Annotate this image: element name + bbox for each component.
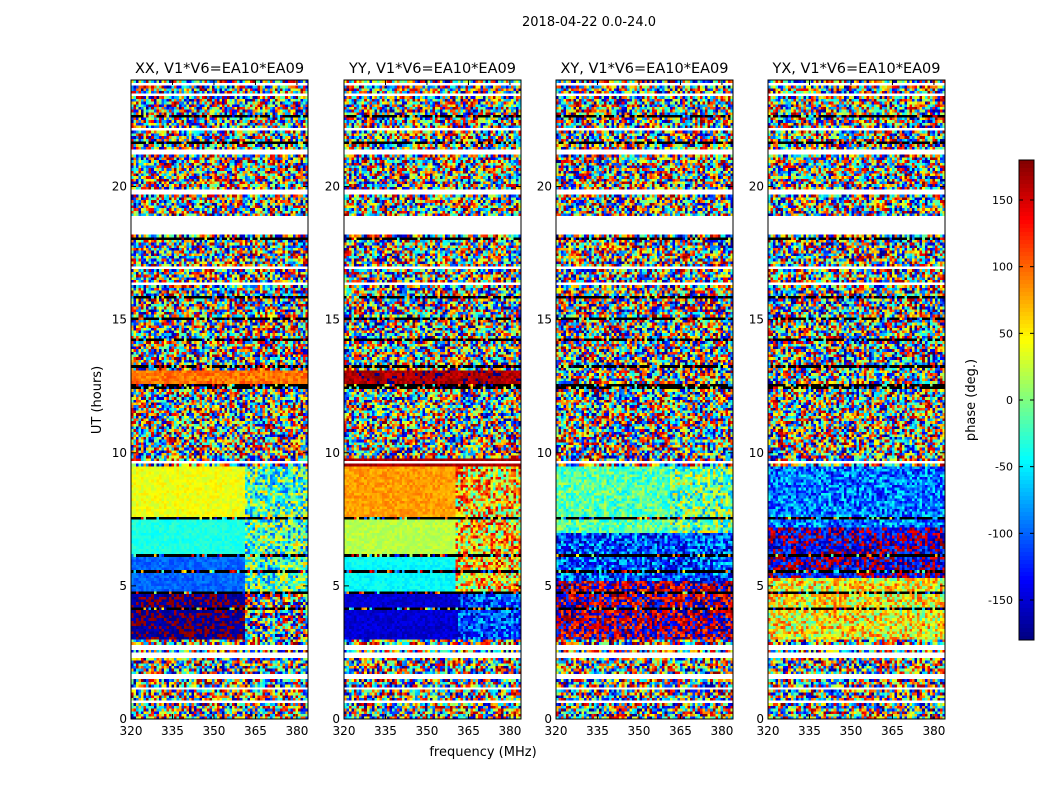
x-tick-label: 380 <box>710 724 733 738</box>
panel-title: YX, V1*V6=EA10*EA09 <box>771 61 940 77</box>
y-axis-label: UT (hours) <box>90 366 105 434</box>
panel-3: XY, V1*V6=EA10*EA09 320 335 350 365 380 0 5 10 15… <box>537 61 734 738</box>
panel-2: YY, V1*V6=EA10*EA09 320 335 350 365 380 0 5 10 15… <box>325 61 522 738</box>
phase-image <box>131 80 308 719</box>
y-tick-label: 20 <box>537 180 552 194</box>
x-tick-label: 350 <box>203 724 226 738</box>
colorbar-tick-label: 0 <box>1006 394 1013 407</box>
x-tick-label: 320 <box>757 724 780 738</box>
colorbar-tick-label: -100 <box>988 527 1013 540</box>
y-tick-label: 0 <box>332 712 340 726</box>
x-tick-label: 380 <box>285 724 308 738</box>
x-tick-label: 365 <box>457 724 480 738</box>
colorbar-tick-label: 100 <box>992 261 1013 274</box>
y-tick-label: 10 <box>749 446 764 460</box>
colorbar-tick-label: 50 <box>999 327 1013 340</box>
y-tick-label: 10 <box>537 446 552 460</box>
panel-title: XY, V1*V6=EA10*EA09 <box>560 61 728 77</box>
x-tick-label: 380 <box>498 724 521 738</box>
y-tick-label: 20 <box>325 180 340 194</box>
y-tick-label: 15 <box>325 313 340 327</box>
x-tick-label: 335 <box>798 724 821 738</box>
x-tick-label: 320 <box>545 724 568 738</box>
y-tick-label: 15 <box>537 313 552 327</box>
x-tick-label: 350 <box>628 724 651 738</box>
colorbar: 150 100 50 0 -50 -100 -150 <box>988 160 1034 641</box>
x-tick-label: 335 <box>586 724 609 738</box>
x-tick-label: 320 <box>333 724 356 738</box>
y-tick-label: 5 <box>332 579 340 593</box>
colorbar-label: phase (deg.) <box>964 359 979 441</box>
figure-suptitle: 2018-04-22 0.0-24.0 <box>522 15 656 30</box>
x-tick-label: 320 <box>120 724 143 738</box>
x-tick-label: 335 <box>161 724 184 738</box>
x-tick-label: 350 <box>840 724 863 738</box>
y-tick-label: 10 <box>325 446 340 460</box>
y-tick-label: 5 <box>119 579 127 593</box>
y-tick-label: 0 <box>119 712 127 726</box>
y-tick-label: 15 <box>112 313 127 327</box>
y-tick-label: 0 <box>756 712 764 726</box>
panel-title: XX, V1*V6=EA10*EA09 <box>135 61 304 77</box>
y-tick-label: 0 <box>544 712 552 726</box>
phase-image <box>768 80 945 719</box>
y-tick-label: 5 <box>756 579 764 593</box>
y-tick-label: 20 <box>112 180 127 194</box>
x-tick-label: 380 <box>922 724 945 738</box>
x-tick-label: 350 <box>416 724 439 738</box>
phase-image <box>556 80 733 719</box>
panels: XX, V1*V6=EA10*EA09 320 335 350 365 380 0 5 10 15… <box>112 61 946 738</box>
panel-4: YX, V1*V6=EA10*EA09 320 335 350 365 380 0 5 10 15… <box>749 61 946 738</box>
colorbar-tick-label: -150 <box>988 594 1013 607</box>
x-tick-label: 365 <box>669 724 692 738</box>
panel-1: XX, V1*V6=EA10*EA09 320 335 350 365 380 0 5 10 15… <box>112 61 309 738</box>
y-tick-label: 10 <box>112 446 127 460</box>
y-tick-label: 20 <box>749 180 764 194</box>
panel-title: YY, V1*V6=EA10*EA09 <box>348 61 516 77</box>
colorbar-tick-label: -50 <box>995 461 1013 474</box>
x-tick-label: 365 <box>244 724 267 738</box>
x-tick-label: 365 <box>881 724 904 738</box>
x-axis-label: frequency (MHz) <box>429 745 536 760</box>
phase-image <box>344 80 521 719</box>
colorbar-tick-label: 150 <box>992 194 1013 207</box>
y-tick-label: 15 <box>749 313 764 327</box>
x-tick-label: 335 <box>374 724 397 738</box>
y-tick-label: 5 <box>544 579 552 593</box>
